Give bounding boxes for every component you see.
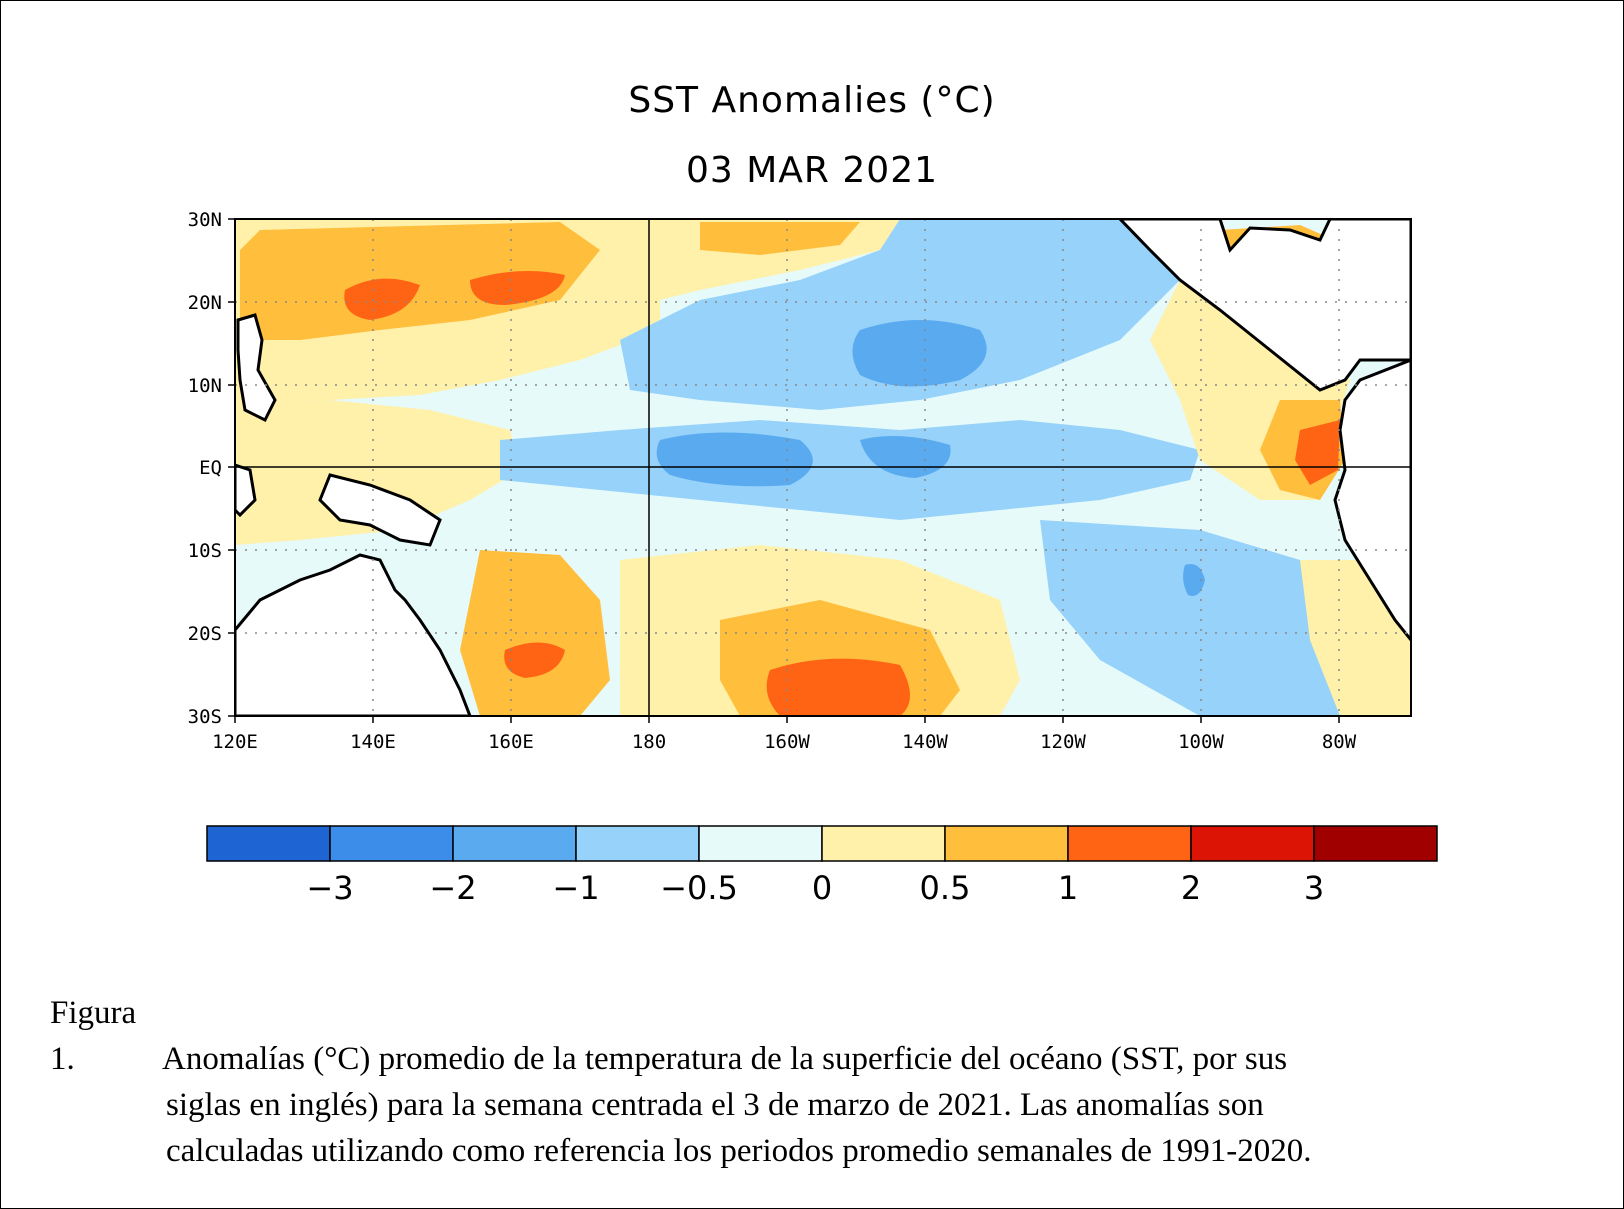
- ticks: [228, 218, 1340, 723]
- lon-label-80w: 80W: [1322, 731, 1357, 753]
- caption-line-2: siglas en inglés) para la semana centrad…: [166, 1087, 1264, 1123]
- cool-region-southeast: [1040, 520, 1380, 716]
- lat-label-20s: 20S: [188, 623, 222, 645]
- caption-line-1: Anomalías (°C) promedio de la temperatur…: [162, 1041, 1288, 1077]
- colorbar-swatch: [1067, 825, 1192, 862]
- colorbar-label: 0.5: [920, 869, 971, 907]
- figure-caption: Figura 1. Anomalías (°C) promedio de la t…: [50, 990, 1570, 1174]
- colorbar-label: 2: [1181, 869, 1201, 907]
- lon-label-120e: 120E: [212, 731, 258, 753]
- cool-region-central-north: [620, 219, 1180, 410]
- cool-region-central: [852, 320, 987, 387]
- lon-label-180: 180: [632, 731, 666, 753]
- colorbar-swatch: [821, 825, 946, 862]
- map-title: SST Anomalies (°C): [628, 80, 996, 121]
- lat-label-30n: 30N: [188, 209, 222, 231]
- lon-label-100w: 100W: [1178, 731, 1224, 753]
- lat-label-10s: 10S: [188, 540, 222, 562]
- colorbar-label: −0.5: [660, 869, 738, 907]
- colorbar-labels: −3 −2 −1 −0.5 0 0.5 1 2 3: [306, 869, 1324, 907]
- colorbar-label: 3: [1304, 869, 1324, 907]
- grid-lines: [235, 219, 1411, 716]
- lon-label-120w: 120W: [1040, 731, 1086, 753]
- land-americas: [1117, 219, 1411, 392]
- sst-anomaly-map: 30N 20N 10N EQ 10S 20S 30S 120E 140E 160…: [188, 209, 1438, 907]
- warm-region-northwest-3: [344, 278, 420, 320]
- map-date: 03 MAR 2021: [685, 150, 938, 191]
- colorbar-label: 1: [1058, 869, 1078, 907]
- cool-region-equatorial-2: [656, 432, 813, 487]
- lon-label-140w: 140W: [902, 731, 948, 753]
- colorbar-swatch: [698, 825, 823, 862]
- warm-region-east-3: [1295, 420, 1340, 485]
- cool-region-southeast-2: [1183, 564, 1205, 596]
- warm-region-south-central-3: [766, 658, 910, 716]
- colorbar-swatch: [452, 825, 577, 862]
- warm-region-north-central-2: [700, 222, 860, 255]
- colorbar-swatch: [575, 825, 700, 862]
- colorbar-swatch: [1313, 825, 1438, 862]
- colorbar-label: 0: [812, 869, 832, 907]
- warm-region-west-equator: [235, 400, 520, 545]
- land-borneo-edge: [235, 463, 257, 518]
- colorbar-label: −2: [429, 869, 476, 907]
- colorbar: [206, 825, 1438, 862]
- lat-label-10n: 10N: [188, 375, 222, 397]
- colorbar-label: −1: [552, 869, 599, 907]
- lon-label-160w: 160W: [764, 731, 810, 753]
- lat-label-30s: 30S: [188, 706, 222, 728]
- lat-label-20n: 20N: [188, 292, 222, 314]
- lat-label-eq: EQ: [199, 457, 222, 479]
- warm-region-northwest-2: [240, 222, 600, 340]
- colorbar-swatch: [944, 825, 1069, 862]
- land-australia: [235, 553, 472, 716]
- land-new-guinea: [318, 473, 442, 547]
- lon-label-140e: 140E: [350, 731, 396, 753]
- caption-label: Figura 1.: [50, 995, 137, 1077]
- colorbar-swatch: [1190, 825, 1315, 862]
- lon-label-160e: 160E: [488, 731, 534, 753]
- warm-region-northwest-4: [470, 271, 565, 305]
- land-philippines: [236, 313, 277, 423]
- caption-line-3: calculadas utilizando como referencia lo…: [166, 1133, 1312, 1169]
- warm-region-southwest-2: [504, 642, 565, 678]
- colorbar-swatch: [206, 825, 331, 862]
- colorbar-swatch: [329, 825, 454, 862]
- colorbar-label: −3: [306, 869, 353, 907]
